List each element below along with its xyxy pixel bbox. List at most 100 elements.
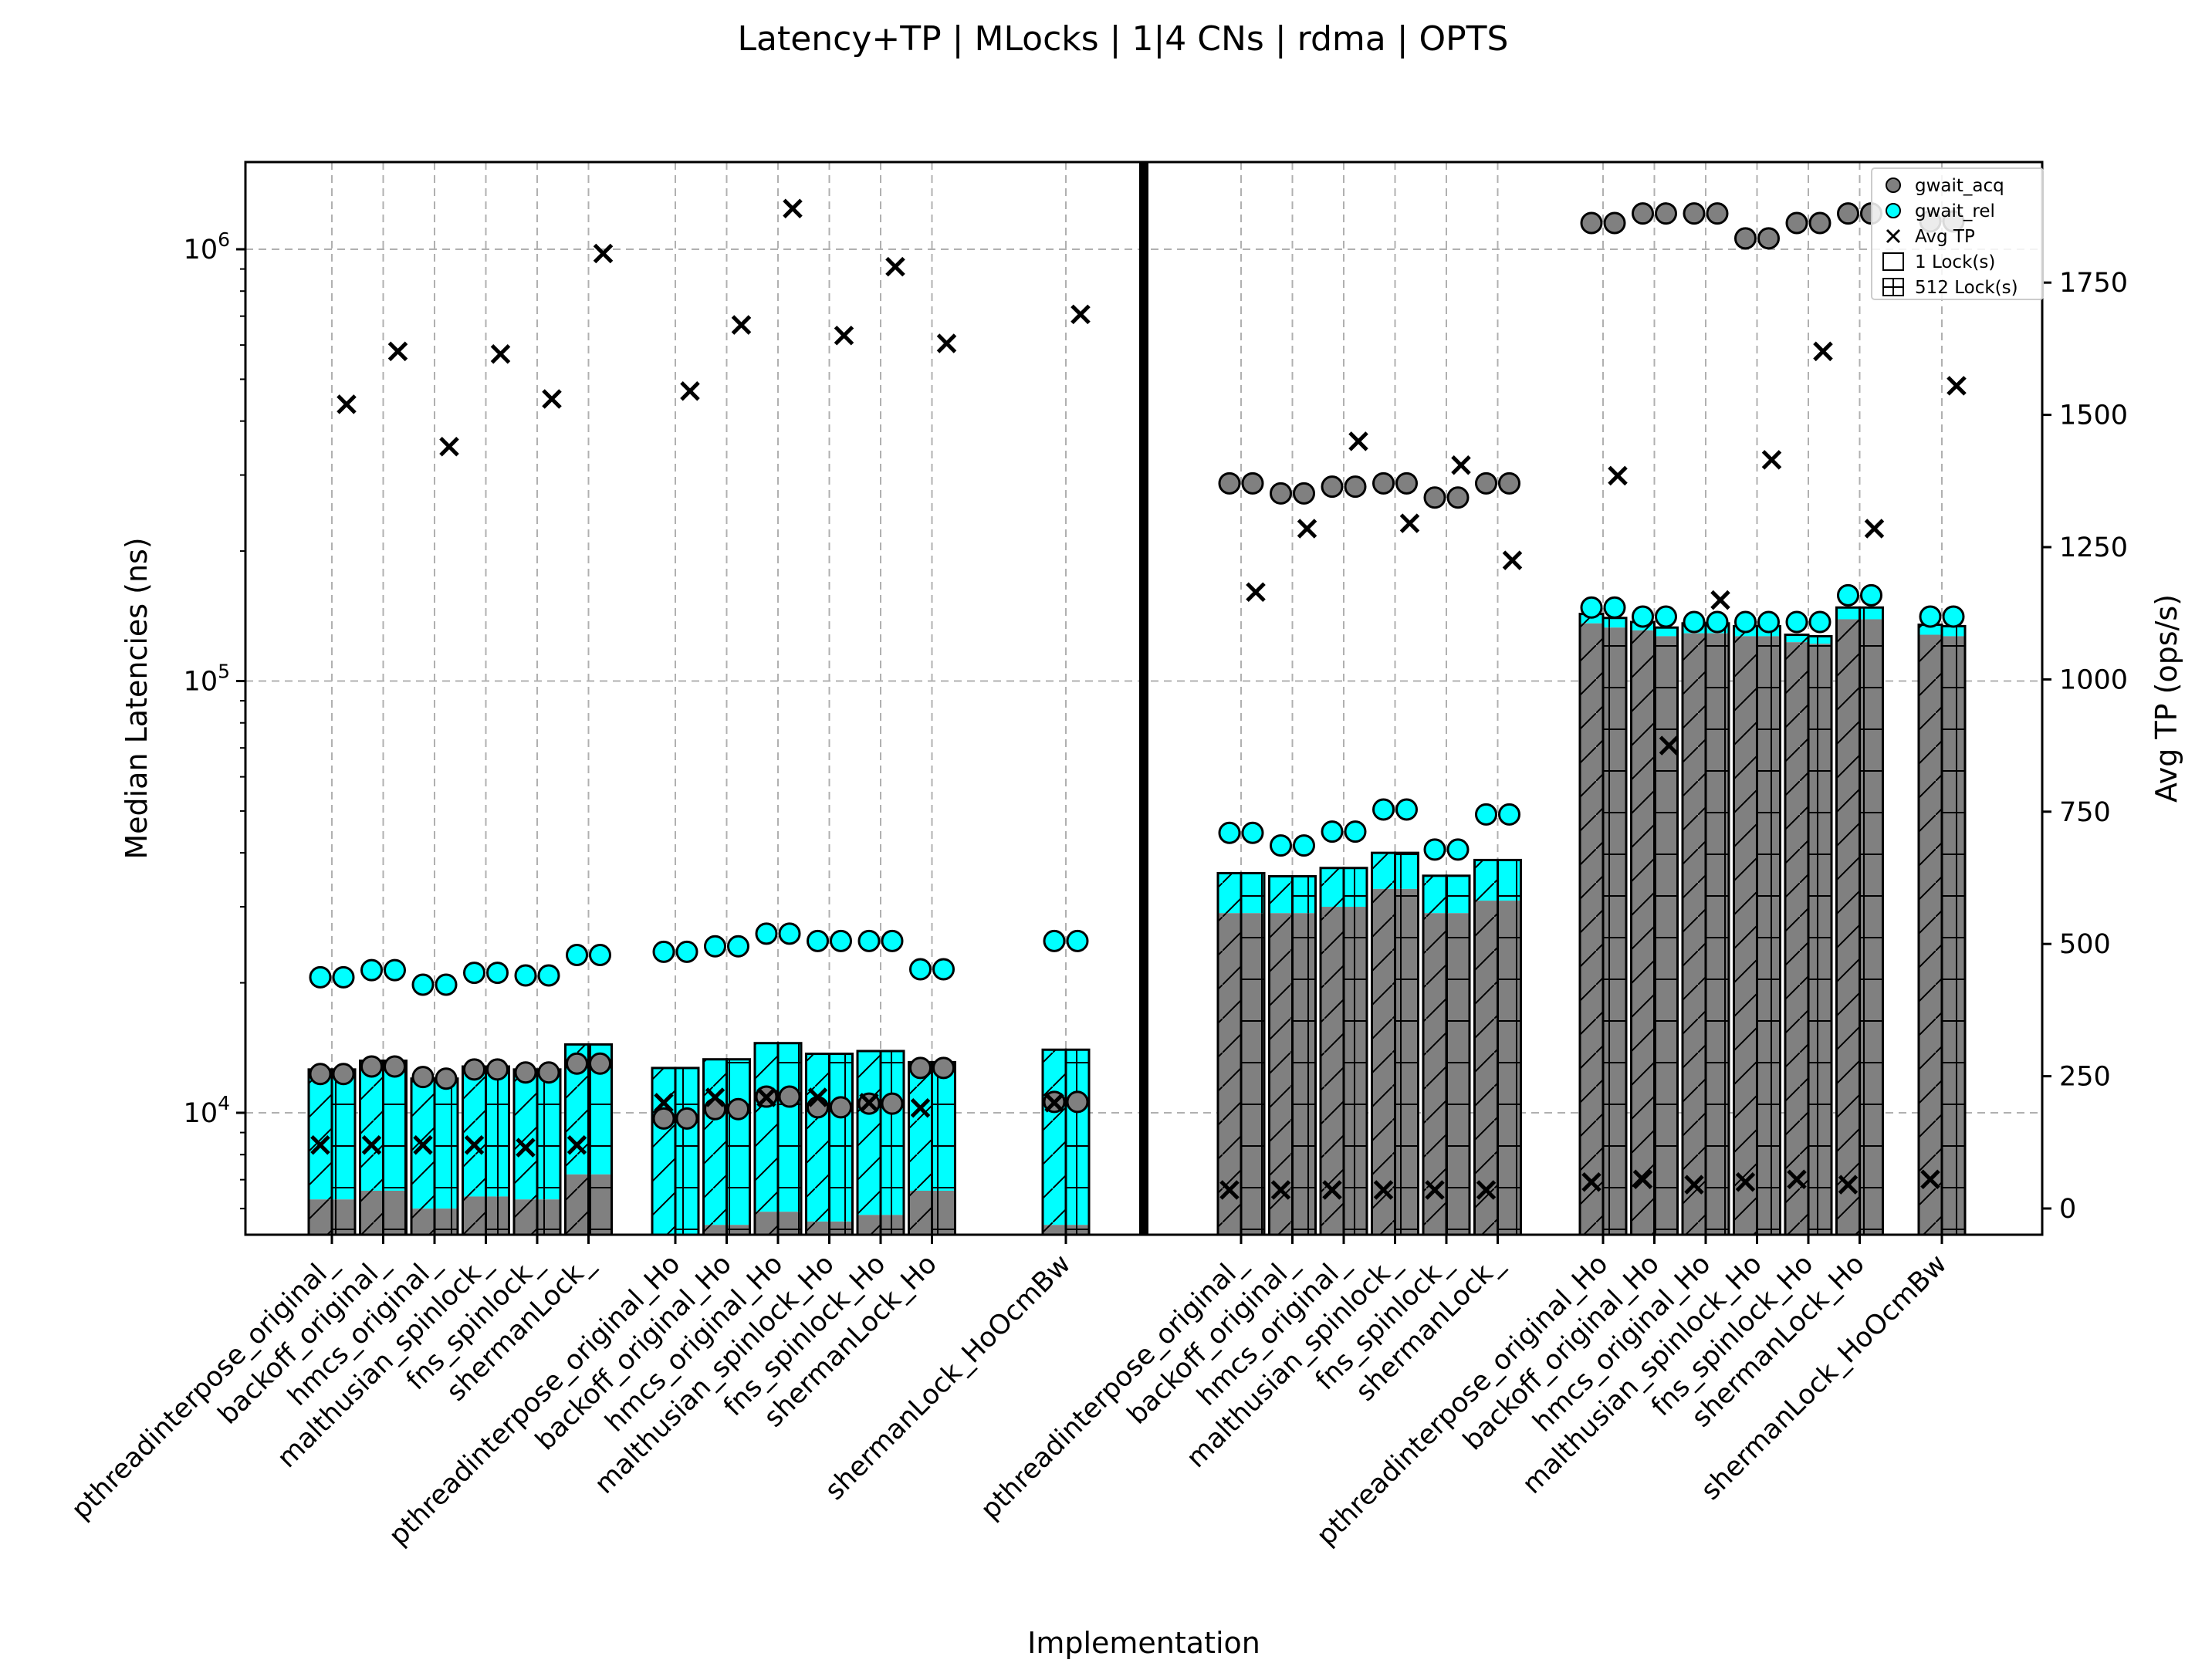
marker-gwait-rel xyxy=(486,962,509,985)
bar-hatch xyxy=(1603,617,1626,628)
marker-x-stroke xyxy=(490,343,511,364)
marker-x-stroke xyxy=(1425,1180,1445,1200)
bar-hatch xyxy=(703,1059,727,1225)
marker-x-stroke xyxy=(1044,1093,1064,1113)
marker-x-stroke xyxy=(1246,582,1266,603)
marker-x-stroke xyxy=(731,315,752,335)
marker-avg-tp xyxy=(1297,519,1317,539)
bar-hatch xyxy=(1497,860,1521,901)
bar-hatch xyxy=(411,1208,435,1235)
bar-hatch xyxy=(1344,907,1367,1235)
marker-avg-tp xyxy=(516,1137,536,1158)
bar-hatch xyxy=(309,1069,332,1200)
marker-avg-tp xyxy=(1608,465,1628,486)
marker-x-stroke xyxy=(1838,1175,1859,1195)
marker-avg-tp xyxy=(310,1134,330,1155)
marker-avg-tp xyxy=(1710,590,1730,610)
marker-avg-tp xyxy=(1070,304,1091,325)
chart-title: Latency+TP | MLocks | 1|4 CNs | rdma | O… xyxy=(737,19,1508,59)
bar-hatch xyxy=(1292,876,1316,914)
bar-hatch xyxy=(1654,636,1678,1235)
marker-gwait-acq xyxy=(1837,202,1859,225)
bar-hatch xyxy=(1218,913,1241,1235)
bar-hatch xyxy=(1423,913,1446,1235)
marker-x-stroke xyxy=(1659,735,1679,755)
marker-gwait-rel xyxy=(909,958,932,981)
marker-avg-tp xyxy=(1761,450,1782,470)
marker-x-stroke xyxy=(705,1087,725,1107)
bar-hatch xyxy=(1474,901,1498,1235)
marker-avg-tp xyxy=(1373,1180,1394,1200)
marker-gwait-acq xyxy=(589,1052,611,1075)
marker-gwait-rel xyxy=(1498,803,1520,826)
marker-x-stroke xyxy=(1581,1171,1602,1192)
marker-gwait-rel xyxy=(411,973,435,996)
marker-x-stroke xyxy=(542,389,562,409)
y2-tick-label: 1000 xyxy=(2059,664,2128,695)
marker-gwait-rel xyxy=(1446,838,1470,861)
marker-gwait-rel xyxy=(1372,798,1395,821)
marker-x-stroke xyxy=(1219,1180,1240,1200)
marker-gwait-acq xyxy=(807,1096,829,1119)
marker-gwait-rel xyxy=(1270,834,1292,857)
marker-x-stroke xyxy=(464,1134,485,1155)
marker-avg-tp xyxy=(1322,1180,1342,1200)
marker-gwait-rel xyxy=(1757,610,1780,634)
bar-hatch xyxy=(1241,913,1264,1235)
legend-label: 1 Lock(s) xyxy=(1915,252,1995,272)
marker-x-stroke xyxy=(1710,590,1730,610)
bar-hatch xyxy=(806,1221,830,1235)
bar-hatch xyxy=(1241,873,1264,914)
bar-hatch xyxy=(1344,867,1367,908)
marker-gwait-acq xyxy=(1706,202,1729,225)
legend-label: Avg TP xyxy=(1915,227,1975,247)
bar-hatch xyxy=(806,1053,830,1222)
marker-avg-tp xyxy=(439,436,459,457)
bar-hatch xyxy=(1859,607,1883,620)
marker-gwait-rel xyxy=(857,929,881,952)
marker-gwait-acq xyxy=(778,1085,801,1108)
bar-hatch xyxy=(537,1069,560,1200)
marker-x-stroke xyxy=(337,394,357,414)
marker-avg-tp xyxy=(542,389,562,409)
marker-gwait-rel xyxy=(1423,838,1446,861)
legend-label: gwait_rel xyxy=(1915,201,1995,221)
marker-avg-tp xyxy=(1659,735,1679,755)
marker-avg-tp xyxy=(1502,550,1523,570)
marker-x-stroke xyxy=(783,198,803,218)
bar-hatch xyxy=(1683,633,1706,1235)
marker-x-stroke xyxy=(1684,1175,1704,1195)
marker-avg-tp xyxy=(1735,1171,1756,1192)
marker-gwait-acq xyxy=(1785,211,1808,235)
bar-hatch xyxy=(1654,627,1678,637)
y2-tick-label: 1250 xyxy=(2059,532,2128,563)
marker-gwait-rel xyxy=(463,962,485,985)
marker-gwait-rel xyxy=(1043,929,1066,952)
bar-hatch xyxy=(881,1215,904,1235)
marker-gwait-acq xyxy=(1446,486,1470,509)
bar-hatch xyxy=(908,1062,932,1191)
bar-hatch xyxy=(1785,634,1808,643)
marker-x-stroke xyxy=(1864,519,1885,539)
bar-hatch xyxy=(514,1199,537,1235)
x-axis: pthreadinterpose_original_backoff_origin… xyxy=(66,1235,1953,1552)
bar-hatch xyxy=(462,1196,486,1235)
marker-x-stroke xyxy=(593,243,614,264)
marker-avg-tp xyxy=(1425,1180,1445,1200)
marker-avg-tp xyxy=(413,1134,433,1155)
marker-gwait-rel xyxy=(1942,605,1965,628)
marker-avg-tp xyxy=(807,1087,828,1107)
bar-hatch xyxy=(435,1078,458,1209)
marker-gwait-rel xyxy=(1837,583,1859,607)
legend-label: 512 Lock(s) xyxy=(1915,278,2018,298)
marker-x-stroke xyxy=(310,1134,330,1155)
bar-hatch xyxy=(1269,876,1293,914)
marker-gwait-rel xyxy=(727,935,749,958)
bar-hatch xyxy=(652,1067,675,1235)
marker-gwait-acq xyxy=(1321,475,1344,499)
marker-avg-tp xyxy=(910,1097,931,1118)
marker-gwait-rel xyxy=(1293,834,1315,857)
bar-hatch xyxy=(778,1043,801,1212)
marker-x-stroke xyxy=(567,1134,587,1155)
marker-gwait-rel xyxy=(1241,821,1264,844)
